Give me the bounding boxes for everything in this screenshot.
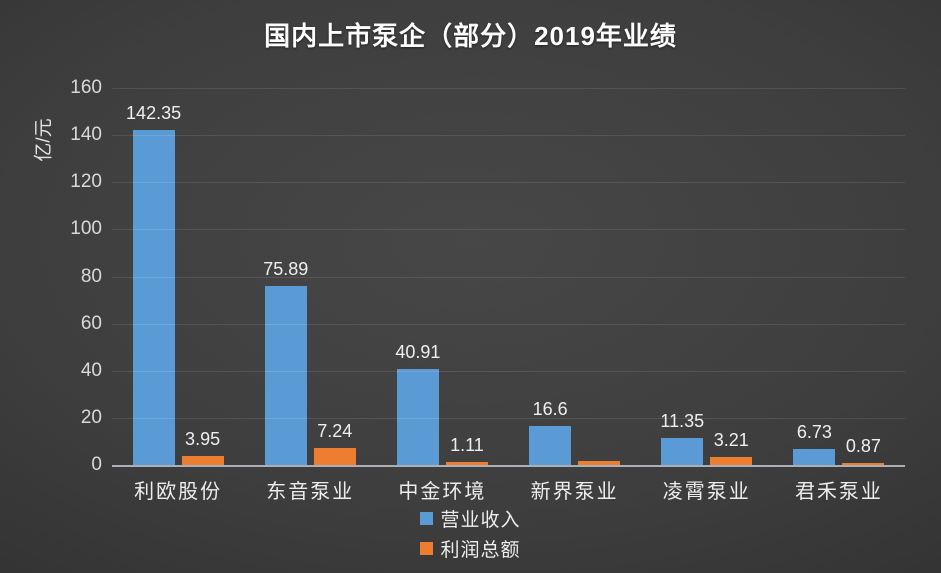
legend: 营业收入 利润总额: [0, 505, 941, 562]
data-label: 1.11: [450, 435, 484, 456]
x-category-label: 凌霄泵业: [662, 481, 751, 503]
gridline: [112, 417, 905, 419]
x-category-label: 东音泵业: [266, 481, 355, 503]
bar: 3.21: [710, 430, 753, 465]
y-axis: 0 20 40 60 80 100 120 140 160: [0, 77, 102, 475]
bar: 75.89: [263, 259, 308, 465]
gridline: [112, 370, 905, 372]
bar-group: 40.91 1.11: [376, 88, 508, 465]
y-tick-label: 120: [70, 171, 102, 193]
data-label: 0.87: [845, 435, 881, 456]
y-tick-label: 100: [70, 218, 102, 240]
y-tick-label: 140: [70, 124, 102, 146]
data-label: 3.21: [713, 430, 749, 451]
bar-groups: 142.35 3.95 75.89 7.24 40.91 1.11 16.6 11.35 3.2…: [112, 88, 905, 465]
chart-title: 国内上市泵企（部分）2019年业绩: [264, 21, 677, 51]
bar: 0.87: [842, 436, 885, 465]
data-label: 11.35: [660, 411, 705, 432]
y-tick-label: 20: [80, 406, 102, 428]
data-label: 6.73: [796, 422, 832, 443]
bar-group: 16.6: [509, 88, 641, 465]
legend-swatch-icon: [420, 512, 434, 525]
plot-area: 142.35 3.95 75.89 7.24 40.91 1.11 16.6 11.35 3.2…: [112, 88, 905, 467]
gridline: [112, 88, 905, 89]
legend-label: 营业收入: [440, 510, 521, 531]
bar-group: 11.35 3.21: [641, 88, 773, 465]
data-label: 142.35: [126, 102, 182, 123]
x-category-label: 新界泵业: [530, 481, 619, 503]
bar: 7.24: [313, 421, 356, 465]
legend-item: 利润总额: [420, 535, 520, 562]
x-category-label: 利欧股份: [134, 481, 223, 503]
legend-item: 营业收入: [420, 505, 520, 532]
data-label: 3.95: [185, 428, 221, 449]
gridline: [112, 276, 905, 278]
gridline: [112, 323, 905, 325]
gridline: [112, 182, 905, 184]
data-label: 40.91: [395, 341, 441, 362]
y-tick-label: 40: [80, 359, 102, 381]
bar: 3.95: [181, 429, 224, 465]
gridline: [112, 229, 905, 231]
bar: [578, 461, 621, 465]
y-tick-label: 60: [80, 312, 102, 334]
bar: 11.35: [660, 411, 704, 465]
data-label: 7.24: [317, 420, 353, 441]
data-label: 75.89: [263, 259, 309, 280]
y-tick-label: 80: [80, 265, 102, 287]
legend-label: 利润总额: [440, 540, 521, 561]
legend-swatch-icon: [420, 542, 434, 555]
x-category-label: 中金环境: [398, 481, 487, 503]
x-axis: 利欧股份 东音泵业 中金环境 新界泵业 凌霄泵业 君禾泵业: [112, 475, 905, 504]
x-category-label: 君禾泵业: [794, 481, 883, 503]
y-tick-label: 160: [70, 77, 102, 98]
data-label: 16.6: [532, 398, 568, 419]
bar-group: 6.73 0.87: [773, 88, 905, 465]
bar: 40.91: [395, 342, 440, 465]
bar: 1.11: [445, 435, 488, 465]
bar-group: 142.35 3.95: [112, 88, 244, 465]
bar: 16.6: [529, 399, 572, 465]
gridline: [112, 135, 905, 137]
bar-group: 75.89 7.24: [244, 88, 376, 465]
y-tick-label: 0: [91, 454, 102, 475]
bar: 142.35: [126, 103, 181, 465]
bar: 6.73: [793, 422, 836, 465]
